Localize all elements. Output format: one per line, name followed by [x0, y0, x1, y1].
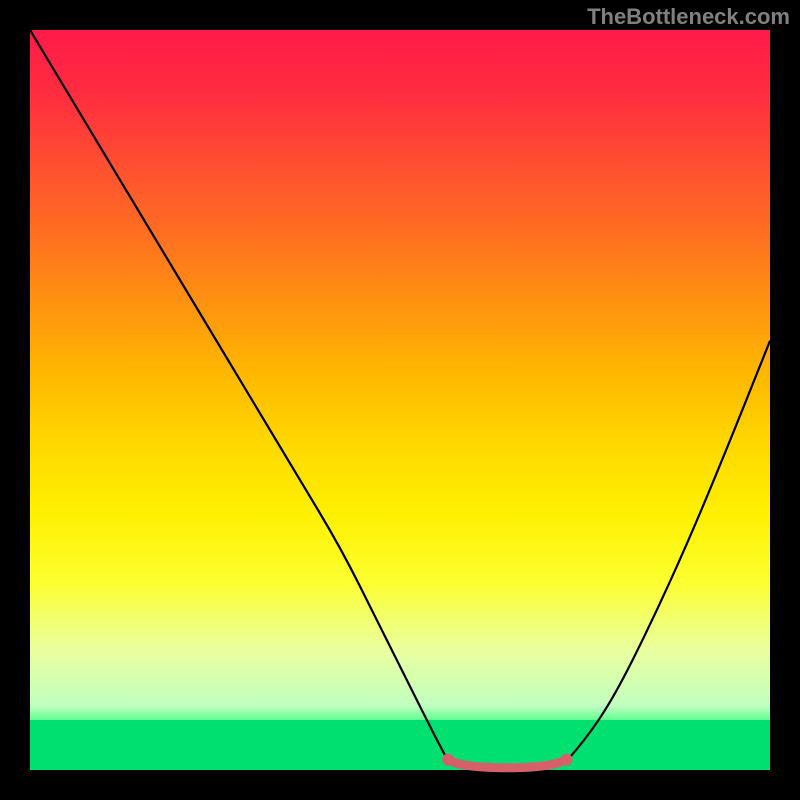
- chart-svg: [0, 0, 800, 800]
- bottom-marker-dot-left: [442, 754, 454, 766]
- bottom-marker-dot-right: [561, 754, 573, 766]
- chart-background-solid: [30, 720, 770, 770]
- bottleneck-chart: TheBottleneck.com: [0, 0, 800, 800]
- chart-background-gradient: [30, 30, 770, 720]
- watermark-text: TheBottleneck.com: [587, 4, 790, 30]
